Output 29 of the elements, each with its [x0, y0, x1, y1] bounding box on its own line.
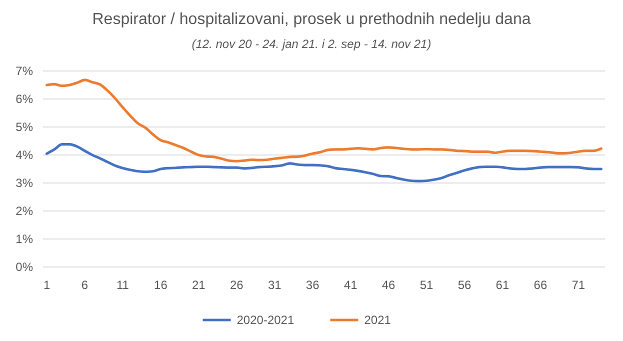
x-tick-label: 71 — [572, 278, 586, 292]
y-tick-label: 0% — [16, 260, 34, 274]
chart-title: Respirator / hospitalizovani, prosek u prethodnih nedelju dana — [92, 11, 531, 28]
x-tick-label: 21 — [192, 278, 206, 292]
y-tick-label: 7% — [16, 64, 34, 78]
x-tick-label: 26 — [230, 278, 244, 292]
y-tick-label: 2% — [16, 204, 34, 218]
x-tick-label: 36 — [306, 278, 320, 292]
x-tick-label: 16 — [154, 278, 168, 292]
y-tick-label: 1% — [16, 232, 34, 246]
y-tick-label: 3% — [16, 176, 34, 190]
x-tick-label: 1 — [43, 278, 50, 292]
legend-label: 2020-2021 — [236, 313, 294, 327]
x-tick-label: 66 — [534, 278, 548, 292]
line-series — [45, 78, 603, 162]
x-tick-label: 11 — [116, 278, 130, 292]
y-tick-label: 4% — [16, 148, 34, 162]
x-tick-label: 56 — [458, 278, 472, 292]
x-tick-label: 51 — [420, 278, 434, 292]
x-tick-label: 31 — [268, 278, 282, 292]
y-tick-label: 5% — [16, 120, 34, 134]
x-tick-label: 46 — [382, 278, 396, 292]
x-tick-label: 41 — [344, 278, 358, 292]
chart-subtitle: (12. nov 20 - 24. jan 21. i 2. sep - 14. nov 21) — [192, 37, 432, 51]
y-tick-label: 6% — [16, 92, 34, 106]
x-tick-label: 61 — [496, 278, 510, 292]
legend-label: 2021 — [364, 313, 392, 327]
line-series — [45, 143, 603, 182]
x-tick-label: 6 — [81, 278, 88, 292]
